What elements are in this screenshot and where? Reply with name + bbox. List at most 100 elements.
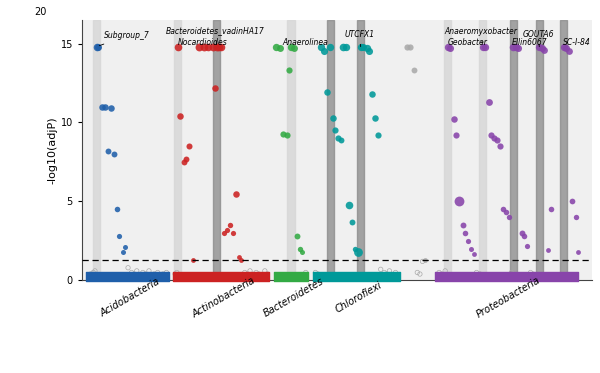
Point <box>376 266 385 272</box>
Point <box>362 45 371 51</box>
Point <box>406 44 415 50</box>
Text: Ellin6067: Ellin6067 <box>512 38 548 47</box>
Point <box>472 269 481 275</box>
Point <box>118 249 128 255</box>
Point <box>443 44 452 50</box>
Point <box>161 269 171 275</box>
Text: Acidobacteria: Acidobacteria <box>98 276 161 319</box>
Point <box>153 269 163 275</box>
Point <box>412 269 422 275</box>
Point <box>571 214 581 220</box>
Bar <box>326 20 334 280</box>
Y-axis label: -log10(adjP): -log10(adjP) <box>47 116 58 184</box>
Text: Subgroup_7: Subgroup_7 <box>99 31 149 46</box>
Point <box>172 269 182 275</box>
Point <box>86 271 95 277</box>
Point <box>173 44 182 50</box>
Text: 20: 20 <box>34 7 46 17</box>
Point <box>155 273 165 279</box>
Point <box>112 206 122 212</box>
Text: SC-I-84: SC-I-84 <box>563 38 590 47</box>
Point <box>504 214 514 220</box>
Point <box>356 44 365 50</box>
Point <box>539 47 549 53</box>
Point <box>325 44 335 50</box>
Point <box>371 115 380 121</box>
Point <box>263 271 272 277</box>
Point <box>282 132 292 138</box>
Bar <box>509 20 517 280</box>
Point <box>144 268 154 274</box>
Point <box>179 159 188 165</box>
Point <box>564 48 574 54</box>
Point <box>415 271 425 277</box>
Text: Anaeromyxobacter: Anaeromyxobacter <box>445 26 517 44</box>
Point <box>298 249 307 255</box>
Point <box>469 251 479 257</box>
Point <box>208 44 217 50</box>
Bar <box>214 20 220 280</box>
Point <box>529 271 538 277</box>
Point <box>367 91 377 97</box>
Point <box>418 258 427 264</box>
Point <box>333 135 343 141</box>
Point <box>467 246 476 252</box>
Point <box>254 271 263 277</box>
Text: Bacteroidetes: Bacteroidetes <box>262 276 325 319</box>
Point <box>93 44 103 50</box>
Point <box>97 104 107 110</box>
Point <box>559 44 568 50</box>
Point <box>347 219 357 225</box>
Point <box>212 44 222 50</box>
Point <box>170 271 180 277</box>
Point <box>574 249 583 255</box>
Point <box>242 271 252 277</box>
Bar <box>560 20 567 280</box>
Point <box>517 230 527 236</box>
Point <box>344 201 354 207</box>
Point <box>286 44 296 50</box>
Point <box>331 127 340 133</box>
Bar <box>287 20 295 280</box>
Point <box>353 249 363 255</box>
Text: GOUTA6: GOUTA6 <box>523 30 554 47</box>
Point <box>495 143 505 149</box>
Point <box>211 85 220 91</box>
Point <box>336 137 346 143</box>
Text: Bacteroidetes_vadinHA17: Bacteroidetes_vadinHA17 <box>166 26 265 44</box>
Point <box>379 269 389 275</box>
Point <box>522 243 532 249</box>
Point <box>514 45 523 51</box>
Point <box>289 45 298 51</box>
Point <box>526 269 535 275</box>
Point <box>452 132 461 138</box>
Point <box>520 233 529 239</box>
Text: Geobacter: Geobacter <box>448 38 488 47</box>
Point <box>537 45 547 51</box>
Point <box>251 269 261 275</box>
Point <box>454 198 464 204</box>
Point <box>484 99 494 105</box>
Point <box>184 143 194 149</box>
Point <box>92 44 101 50</box>
Point <box>121 244 130 250</box>
Point <box>546 206 556 212</box>
Point <box>158 271 167 277</box>
Point <box>358 44 368 50</box>
Point <box>562 45 571 51</box>
Point <box>463 238 473 244</box>
Point <box>140 271 150 277</box>
Point <box>409 68 419 73</box>
Point <box>402 44 412 50</box>
Text: Actinobacteria: Actinobacteria <box>191 276 257 320</box>
Point <box>568 198 577 204</box>
Point <box>284 68 294 73</box>
Point <box>478 44 487 50</box>
Point <box>228 230 238 236</box>
Point <box>487 132 496 138</box>
Point <box>311 269 320 275</box>
Bar <box>479 20 486 280</box>
Point <box>257 273 267 279</box>
Point <box>458 222 467 228</box>
Bar <box>536 20 543 280</box>
